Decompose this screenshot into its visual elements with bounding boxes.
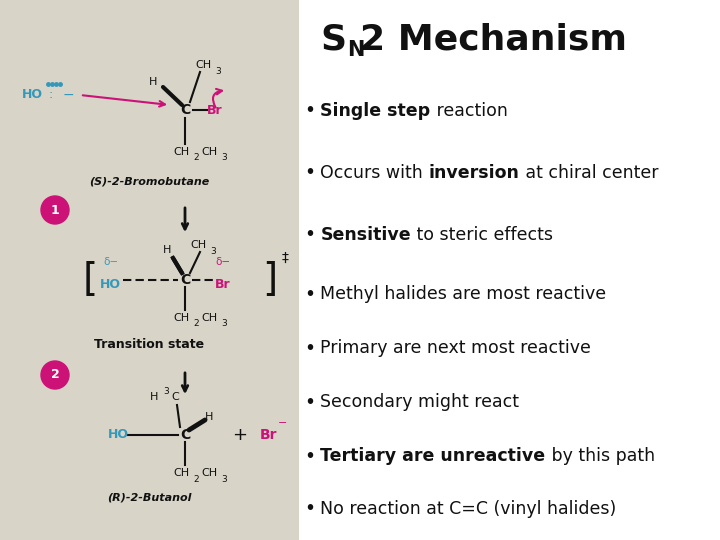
Text: reaction: reaction <box>431 102 508 120</box>
Circle shape <box>41 196 69 224</box>
Text: by this path: by this path <box>546 447 654 465</box>
Text: HO: HO <box>100 278 121 291</box>
Text: at chiral center: at chiral center <box>520 164 658 182</box>
Text: +: + <box>233 426 248 444</box>
Text: Primary are next most reactive: Primary are next most reactive <box>320 339 591 357</box>
Text: CH: CH <box>173 313 189 323</box>
Text: •: • <box>304 101 315 120</box>
Text: to steric effects: to steric effects <box>411 226 553 244</box>
Bar <box>299 0 720 540</box>
Text: CH: CH <box>173 147 189 157</box>
Text: HO: HO <box>22 89 43 102</box>
Text: H: H <box>163 245 171 255</box>
Text: •: • <box>304 163 315 183</box>
Text: S: S <box>320 23 346 57</box>
Text: Occurs with: Occurs with <box>320 164 428 182</box>
Text: 2: 2 <box>193 320 199 328</box>
Text: C: C <box>171 392 179 402</box>
Text: Tertiary are unreactive: Tertiary are unreactive <box>320 447 546 465</box>
Text: Br: Br <box>260 428 277 442</box>
Text: CH: CH <box>190 240 206 250</box>
Text: −: − <box>278 418 287 428</box>
Text: 2: 2 <box>193 153 199 163</box>
Text: HO: HO <box>108 429 129 442</box>
Text: •: • <box>304 285 315 304</box>
Text: Transition state: Transition state <box>94 339 204 352</box>
Circle shape <box>41 361 69 389</box>
Text: Sensitive: Sensitive <box>320 226 411 244</box>
Text: N: N <box>347 40 364 60</box>
Text: :: : <box>48 89 53 102</box>
Text: δ−: δ− <box>103 257 118 267</box>
Text: •: • <box>304 447 315 466</box>
Text: CH: CH <box>173 468 189 478</box>
Text: •: • <box>304 339 315 358</box>
Text: 3: 3 <box>221 320 227 328</box>
Text: H: H <box>150 392 158 402</box>
Text: 3: 3 <box>221 153 227 163</box>
Text: Methyl halides are most reactive: Methyl halides are most reactive <box>320 285 606 303</box>
Text: CH: CH <box>201 147 217 157</box>
Text: ]: ] <box>262 261 278 299</box>
Text: Br: Br <box>215 278 230 291</box>
Text: 2: 2 <box>193 475 199 483</box>
Text: inversion: inversion <box>428 164 520 182</box>
Text: 3: 3 <box>221 475 227 483</box>
Text: (S)-2-Bromobutane: (S)-2-Bromobutane <box>89 177 210 187</box>
Text: •: • <box>304 499 315 518</box>
Text: ‡: ‡ <box>282 251 289 265</box>
Text: H: H <box>205 412 213 422</box>
Text: 3: 3 <box>210 246 216 255</box>
Text: (R)-2-Butanol: (R)-2-Butanol <box>107 492 192 502</box>
Text: 3: 3 <box>163 387 168 395</box>
Text: δ−: δ− <box>215 257 230 267</box>
Text: C: C <box>180 273 190 287</box>
Text: Secondary might react: Secondary might react <box>320 393 519 411</box>
Text: 3: 3 <box>215 66 221 76</box>
Text: C: C <box>180 103 190 117</box>
Text: No reaction at C=C (vinyl halides): No reaction at C=C (vinyl halides) <box>320 500 616 518</box>
Text: CH: CH <box>201 313 217 323</box>
Text: C: C <box>180 428 190 442</box>
Text: Br: Br <box>207 104 222 117</box>
Bar <box>0 0 299 540</box>
Text: H: H <box>149 77 157 87</box>
Text: 2: 2 <box>50 368 59 381</box>
Text: 1: 1 <box>50 204 59 217</box>
Text: •: • <box>304 393 315 412</box>
Text: CH: CH <box>195 60 211 70</box>
Text: CH: CH <box>201 468 217 478</box>
Text: Single step: Single step <box>320 102 431 120</box>
Text: [: [ <box>82 261 98 299</box>
Text: −: − <box>63 88 75 102</box>
Text: 2 Mechanism: 2 Mechanism <box>360 23 627 57</box>
Text: •: • <box>304 225 315 245</box>
